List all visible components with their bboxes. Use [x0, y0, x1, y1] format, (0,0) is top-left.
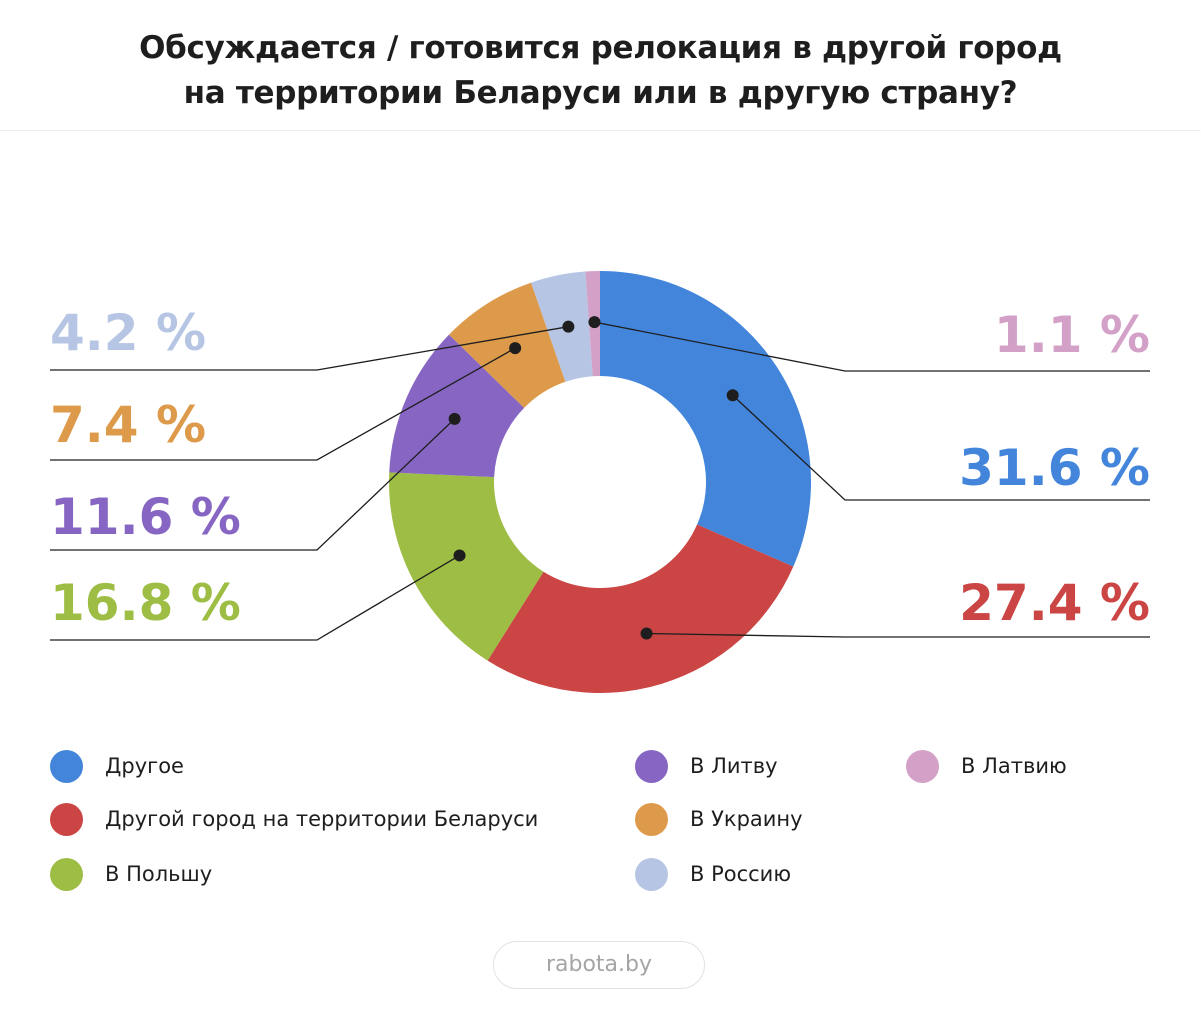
value-label-poland: 16.8 % — [50, 574, 241, 632]
leader-dot-russia — [562, 320, 575, 333]
chart-title: Обсуждается / готовится релокация в друг… — [0, 26, 1201, 116]
slice-lithuania — [389, 334, 525, 478]
leader-line-poland — [50, 554, 460, 641]
leader-line-latvia — [594, 321, 1150, 372]
value-label-latvia: 1.1 % — [994, 306, 1150, 364]
slice-other — [600, 271, 811, 567]
chart-title-line-2: на территории Беларуси или в другую стра… — [183, 75, 1018, 111]
slice-ukraine — [449, 282, 566, 408]
leader-dot-latvia — [588, 316, 601, 329]
chart-title-line-1: Обсуждается / готовится релокация в друг… — [139, 30, 1062, 66]
leader-line-other — [732, 394, 1150, 501]
slice-belarus-city — [487, 524, 794, 693]
brand-badge[interactable]: rabota.by — [493, 941, 705, 989]
leader-dot-other — [726, 389, 739, 402]
leader-line-russia — [50, 326, 569, 371]
leader-line-lithuania — [50, 418, 456, 551]
leader-dot-lithuania — [448, 412, 461, 425]
slice-poland — [389, 472, 544, 661]
leader-line-belarus-city — [646, 632, 1150, 638]
value-label-ukraine: 7.4 % — [50, 396, 206, 454]
value-label-lithuania: 11.6 % — [50, 488, 241, 546]
value-label-other: 31.6 % — [959, 439, 1150, 497]
leader-line-ukraine — [50, 347, 516, 461]
slice-russia — [531, 271, 593, 382]
title-divider — [0, 130, 1201, 131]
value-label-belarus-city: 27.4 % — [959, 574, 1150, 632]
value-label-russia: 4.2 % — [50, 304, 206, 362]
leader-dot-belarus-city — [640, 627, 653, 640]
leader-dot-ukraine — [509, 342, 522, 355]
leader-dot-poland — [453, 549, 466, 562]
